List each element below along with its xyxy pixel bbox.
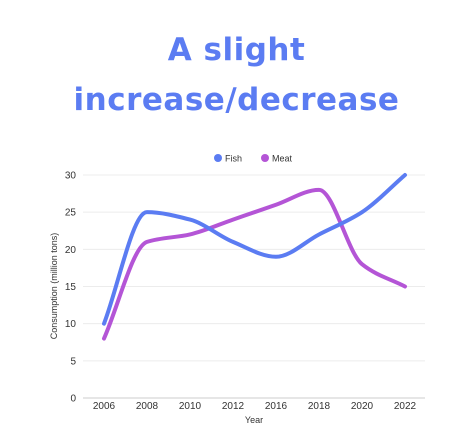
legend-label-fish: Fish bbox=[225, 154, 242, 164]
y-tick-label: 15 bbox=[65, 282, 77, 293]
legend-label-meat: Meat bbox=[272, 154, 293, 164]
x-tick-label: 2018 bbox=[308, 401, 331, 412]
y-axis-label: Consumption (million tons) bbox=[49, 233, 59, 340]
y-tick-label: 10 bbox=[65, 319, 77, 330]
series-line-meat bbox=[102, 187, 407, 341]
y-tick-label: 5 bbox=[70, 356, 76, 367]
x-tick-label: 2022 bbox=[394, 401, 417, 412]
x-tick-label: 2006 bbox=[93, 401, 116, 412]
y-tick-labels: 0 5 10 15 20 25 30 bbox=[65, 171, 77, 405]
x-tick-label: 2020 bbox=[351, 401, 374, 412]
legend-marker-fish bbox=[214, 154, 222, 162]
legend: Fish Meat bbox=[214, 154, 293, 164]
legend-marker-meat bbox=[261, 154, 269, 162]
y-tick-label: 30 bbox=[65, 171, 77, 182]
x-tick-labels: 2006 2008 2010 2012 2016 2018 2020 2022 bbox=[93, 401, 417, 412]
x-tick-label: 2010 bbox=[179, 401, 202, 412]
chart-title-line-1: A slight bbox=[167, 32, 306, 68]
chart-title-line-2: increase/decrease bbox=[73, 82, 400, 118]
y-tick-label: 0 bbox=[70, 394, 76, 405]
x-axis-label: Year bbox=[245, 415, 263, 425]
y-tick-label: 25 bbox=[65, 208, 77, 219]
x-tick-label: 2012 bbox=[222, 401, 245, 412]
series-line-fish bbox=[102, 173, 407, 326]
x-tick-label: 2016 bbox=[265, 401, 288, 412]
grid-lines bbox=[83, 174, 425, 362]
y-tick-label: 20 bbox=[65, 245, 77, 256]
x-tick-label: 2008 bbox=[136, 401, 159, 412]
series-lines bbox=[102, 173, 407, 341]
